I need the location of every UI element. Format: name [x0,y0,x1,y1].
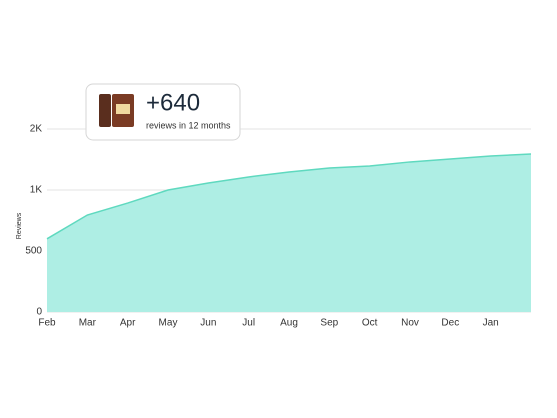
annotation-text: reviews in 12 months [146,120,231,130]
y-tick-label: 1K [30,185,43,196]
x-tick-label: Feb [38,318,56,329]
x-tick-label: Jul [242,318,255,329]
product-image [99,94,111,127]
y-axis-label: Reviews [16,212,23,239]
y-tick-label: 500 [25,246,42,257]
product-label [116,104,130,114]
y-tick-label: 0 [36,307,42,318]
x-tick-label: Jan [483,318,499,329]
x-tick-label: Mar [79,318,97,329]
x-tick-label: Jun [200,318,216,329]
annotation-card: +640 reviews in 12 months [85,83,241,141]
line [46,153,532,240]
x-tick-label: Dec [441,318,459,329]
x-tick-label: Sep [320,318,338,329]
x-tick-label: Aug [280,318,298,329]
x-tick-label: Oct [362,318,378,329]
x-tick-label: May [159,318,178,329]
y-tick-label: 2K [30,124,43,135]
x-tick-label: Nov [401,318,419,329]
annotation-value: +640 [146,89,200,116]
x-tick-label: Apr [120,318,136,329]
area [47,154,531,312]
